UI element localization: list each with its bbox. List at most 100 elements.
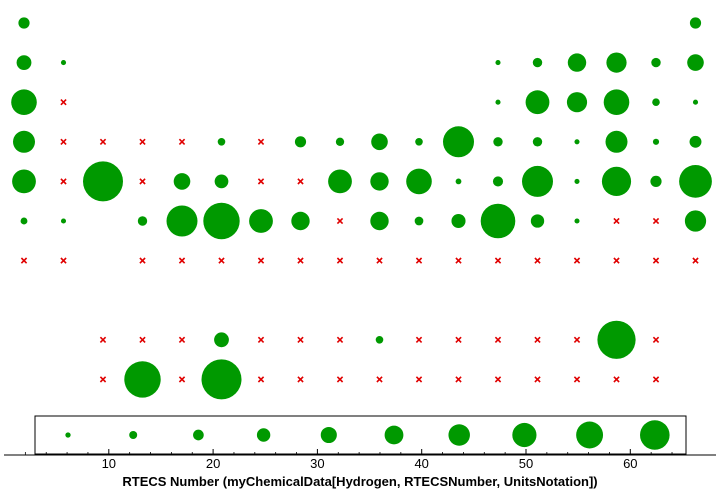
data-bubble — [214, 332, 229, 348]
data-bubble — [166, 205, 198, 237]
missing-marker — [60, 257, 67, 264]
x-tick-label: 50 — [519, 456, 533, 471]
legend-bubble — [320, 426, 337, 444]
data-bubble — [567, 53, 587, 72]
data-bubble — [601, 166, 632, 196]
data-bubble — [371, 133, 388, 151]
legend-bubble — [512, 422, 537, 448]
missing-marker — [652, 336, 660, 343]
missing-marker — [297, 336, 304, 343]
data-bubble — [214, 174, 229, 189]
legend-box — [34, 415, 687, 455]
data-bubble — [679, 165, 712, 198]
data-bubble — [495, 60, 501, 66]
missing-marker — [297, 178, 304, 185]
data-bubble — [493, 137, 503, 147]
data-bubble — [370, 172, 389, 191]
data-bubble — [597, 320, 636, 359]
missing-marker — [336, 376, 344, 383]
data-bubble — [249, 209, 273, 233]
missing-marker — [99, 376, 107, 383]
legend-bubble — [448, 424, 470, 446]
data-bubble — [574, 178, 580, 184]
data-bubble — [217, 138, 226, 146]
data-bubble — [652, 138, 660, 145]
missing-marker — [257, 138, 265, 145]
missing-marker — [613, 217, 620, 225]
missing-marker — [534, 336, 541, 343]
x-axis-title: RTECS Number (myChemicalData[Hydrogen, R… — [122, 474, 597, 489]
legend-bubble — [384, 425, 404, 445]
missing-marker — [139, 257, 146, 264]
missing-marker — [139, 336, 146, 343]
data-bubble — [532, 57, 543, 68]
missing-marker — [455, 257, 462, 264]
missing-marker — [257, 376, 265, 383]
data-bubble — [652, 98, 660, 106]
missing-marker — [652, 257, 660, 264]
missing-marker — [652, 217, 660, 225]
data-bubble — [414, 216, 424, 226]
data-bubble — [532, 137, 543, 147]
data-bubble — [335, 137, 345, 146]
missing-marker — [336, 336, 344, 343]
missing-marker — [415, 257, 423, 264]
missing-marker — [376, 257, 383, 264]
x-axis-ticks: 10 20 30 40 50 60 — [24, 449, 673, 471]
legend-bubble — [640, 420, 670, 450]
missing-marker — [494, 257, 502, 264]
missing-marker — [178, 376, 186, 383]
missing-marker — [455, 336, 462, 343]
data-bubble — [574, 139, 580, 145]
missing-marker — [573, 376, 581, 383]
data-bubble — [455, 178, 462, 185]
data-bubble — [20, 217, 28, 225]
data-bubble — [137, 216, 148, 226]
missing-marker — [455, 376, 462, 383]
data-bubble — [684, 210, 707, 232]
missing-marker — [534, 257, 541, 264]
data-bubble — [606, 52, 627, 73]
missing-marker — [20, 257, 28, 264]
data-bubble — [689, 135, 702, 148]
data-bubble — [60, 218, 67, 224]
missing-marker — [218, 257, 225, 264]
data-bubble — [492, 176, 504, 187]
missing-marker — [415, 376, 423, 383]
data-bubble — [203, 202, 240, 240]
missing-marker — [297, 376, 304, 383]
data-bubble — [603, 89, 630, 115]
x-tick-label: 60 — [623, 456, 637, 471]
missing-marker — [573, 336, 581, 343]
legend-markers — [65, 420, 670, 450]
data-bubble — [291, 211, 310, 231]
x-tick-label: 10 — [102, 456, 116, 471]
cell-markers — [11, 17, 712, 400]
missing-marker — [257, 178, 265, 185]
missing-marker — [573, 257, 581, 264]
missing-marker — [613, 376, 620, 383]
missing-marker — [257, 336, 265, 343]
missing-marker — [60, 99, 67, 106]
data-bubble — [18, 17, 30, 29]
data-bubble — [294, 136, 307, 148]
data-bubble — [328, 169, 352, 194]
data-bubble — [650, 175, 662, 187]
data-bubble — [415, 138, 423, 146]
missing-marker — [376, 376, 383, 383]
missing-marker — [139, 178, 146, 185]
missing-marker — [178, 336, 186, 343]
data-bubble — [522, 165, 553, 197]
data-bubble — [201, 359, 242, 400]
data-bubble — [530, 214, 545, 228]
missing-marker — [60, 138, 67, 145]
data-bubble — [605, 130, 628, 153]
data-bubble — [651, 57, 661, 68]
missing-marker — [178, 138, 186, 145]
missing-marker — [60, 178, 67, 185]
data-bubble — [566, 92, 588, 113]
data-bubble — [495, 99, 501, 105]
data-bubble — [11, 89, 37, 115]
data-bubble — [370, 211, 389, 231]
data-bubble — [480, 203, 516, 239]
